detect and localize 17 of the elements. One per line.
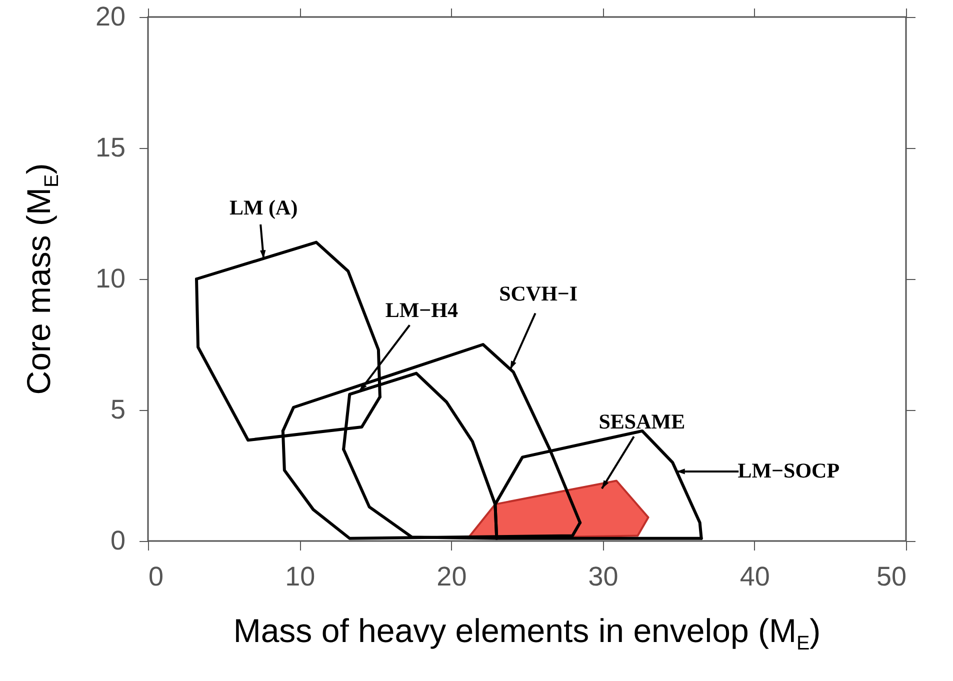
y-tick-label: 5 — [110, 394, 126, 424]
y-tick-label: 15 — [95, 132, 126, 162]
x-tick-label: 20 — [436, 562, 467, 592]
x-tick-label: 10 — [285, 562, 316, 592]
y-tick-label: 0 — [110, 526, 126, 556]
x-tick-label: 30 — [588, 562, 618, 592]
legend-label: LM−SOCP — [738, 458, 840, 482]
y-tick-label: 20 — [95, 2, 126, 32]
text: LM−H4 — [385, 298, 458, 322]
text: SCVH−I — [499, 281, 578, 306]
x-tick-label: 40 — [740, 562, 770, 592]
x-tick-label: 0 — [148, 562, 164, 592]
text: SESAME — [598, 410, 686, 434]
x-tick-label: 50 — [876, 562, 906, 592]
y-tick-label: 10 — [95, 264, 126, 294]
x-axis-title: Mass of heavy elements in envelop (M$_{E}$) — [233, 612, 821, 656]
series-label: LM (A) — [229, 195, 298, 220]
